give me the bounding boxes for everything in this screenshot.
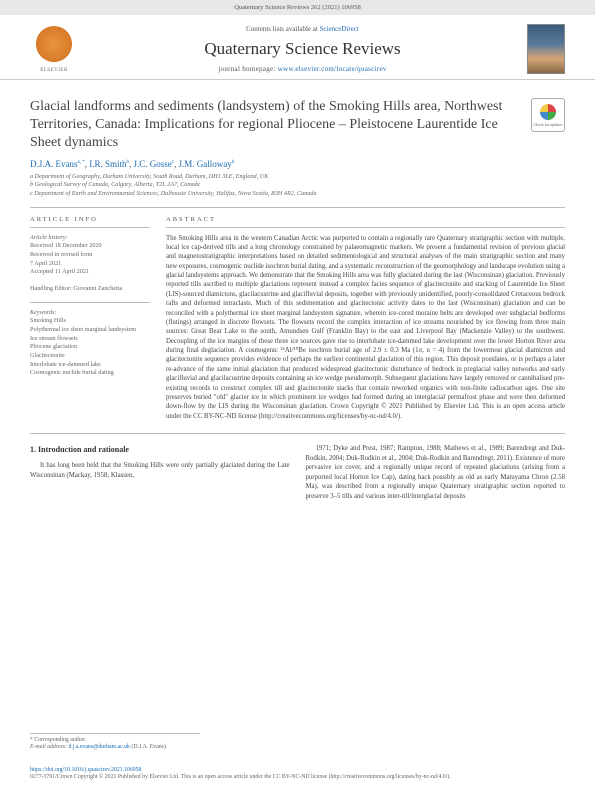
info-abstract-row: ARTICLE INFO Article history: Received 1… — [0, 208, 595, 434]
header-citation: Quaternary Science Reviews 262 (2021) 10… — [0, 0, 595, 15]
author-0[interactable]: D.J.A. Evans — [30, 159, 78, 169]
handling-editor: Handling Editor: Giovanni Zanchetta — [30, 285, 150, 294]
copyright-text: 0277-3791/Crown Copyright © 2021 Publish… — [30, 774, 451, 780]
body-col-right: 1971; Dyke and Prest, 1987; Rampton, 198… — [306, 444, 566, 501]
keyword-1: Polythermal ice sheet marginal landsyste… — [30, 326, 136, 333]
keyword-0: Smoking Hills — [30, 317, 66, 324]
keywords-label: Keywords: — [30, 309, 57, 316]
article-history: Article history: Received 18 December 20… — [30, 234, 150, 277]
divider — [30, 227, 150, 228]
body-two-column: 1. Introduction and rationale It has lon… — [0, 434, 595, 501]
elsevier-logo: ELSEVIER — [30, 23, 78, 75]
journal-header: ELSEVIER Contents lists available at Sci… — [0, 15, 595, 80]
article-title: Glacial landforms and sediments (landsys… — [30, 98, 521, 153]
keyword-4: Glacitectonite — [30, 352, 65, 359]
author-2[interactable]: J.C. Gosse — [134, 159, 172, 169]
affiliations: a Department of Geography, Durham Univer… — [0, 173, 595, 207]
keyword-2: Ice stream flowsets — [30, 335, 78, 342]
check-updates-label: Check for updates — [533, 122, 562, 127]
elsevier-tree-icon — [34, 26, 74, 66]
history-line-3: Accepted 11 April 2021 — [30, 268, 89, 275]
authors-line: D.J.A. Evansa, *, I.R. Smithb, J.C. Goss… — [0, 159, 595, 173]
journal-title: Quaternary Science Reviews — [78, 39, 527, 59]
history-label: Article history: — [30, 234, 68, 241]
email-name: (D.J.A. Evans). — [130, 744, 167, 750]
body-paragraph-right: 1971; Dyke and Prest, 1987; Rampton, 198… — [306, 444, 566, 501]
elsevier-label: ELSEVIER — [40, 68, 68, 73]
section-1-heading: 1. Introduction and rationale — [30, 444, 290, 455]
contents-list-line: Contents lists available at ScienceDirec… — [78, 25, 527, 33]
affiliation-c: c Department of Earth and Environmental … — [30, 190, 565, 199]
keyword-6: Cosmogenic nuclide burial dating — [30, 369, 114, 376]
check-updates-badge[interactable]: Check for updates — [531, 98, 565, 132]
body-paragraph-left: It has long been held that the Smoking H… — [30, 461, 290, 480]
abstract-head: ABSTRACT — [166, 216, 565, 223]
keyword-5: Interlobate ice-dammed lake — [30, 361, 101, 368]
divider — [30, 302, 150, 303]
homepage-link[interactable]: www.elsevier.com/locate/quascirev — [278, 65, 387, 73]
journal-homepage: journal homepage: www.elsevier.com/locat… — [78, 65, 527, 73]
affiliation-b: b Geological Survey of Canada, Calgary, … — [30, 181, 565, 190]
article-info-sidebar: ARTICLE INFO Article history: Received 1… — [30, 216, 150, 422]
doi-link[interactable]: https://doi.org/10.1016/j.quascirev.2021… — [30, 767, 141, 773]
history-line-1: Received in revised form — [30, 251, 92, 258]
author-3-aff: b — [232, 160, 235, 165]
journal-title-block: Contents lists available at ScienceDirec… — [78, 25, 527, 73]
body-col-left: 1. Introduction and rationale It has lon… — [30, 444, 290, 501]
email-link[interactable]: d.j.a.evans@durham.ac.uk — [68, 744, 130, 750]
divider — [166, 227, 565, 228]
author-0-aff: a, * — [78, 160, 85, 165]
abstract-text: The Smoking Hills area in the western Ca… — [166, 234, 565, 422]
keyword-3: Pliocene glaciation — [30, 343, 77, 350]
journal-cover-thumbnail — [527, 24, 565, 74]
keywords-block: Keywords: Smoking Hills Polythermal ice … — [30, 309, 150, 378]
author-3[interactable]: J.M. Galloway — [179, 159, 232, 169]
homepage-prefix: journal homepage: — [218, 65, 277, 73]
footer-copyright: https://doi.org/10.1016/j.quascirev.2021… — [30, 767, 565, 782]
crossmark-icon — [540, 104, 556, 120]
history-line-2: 7 April 2021 — [30, 260, 61, 267]
author-1[interactable]: I.R. Smith — [89, 159, 126, 169]
email-label: E-mail address: — [30, 744, 68, 750]
sciencedirect-link[interactable]: ScienceDirect — [320, 25, 359, 33]
article-info-head: ARTICLE INFO — [30, 216, 150, 223]
affiliation-a: a Department of Geography, Durham Univer… — [30, 173, 565, 182]
abstract-block: ABSTRACT The Smoking Hills area in the w… — [166, 216, 565, 422]
contents-prefix: Contents lists available at — [246, 25, 320, 33]
corresponding-author-block: * Corresponding author. E-mail address: … — [30, 733, 200, 752]
history-line-0: Received 18 December 2020 — [30, 242, 102, 249]
